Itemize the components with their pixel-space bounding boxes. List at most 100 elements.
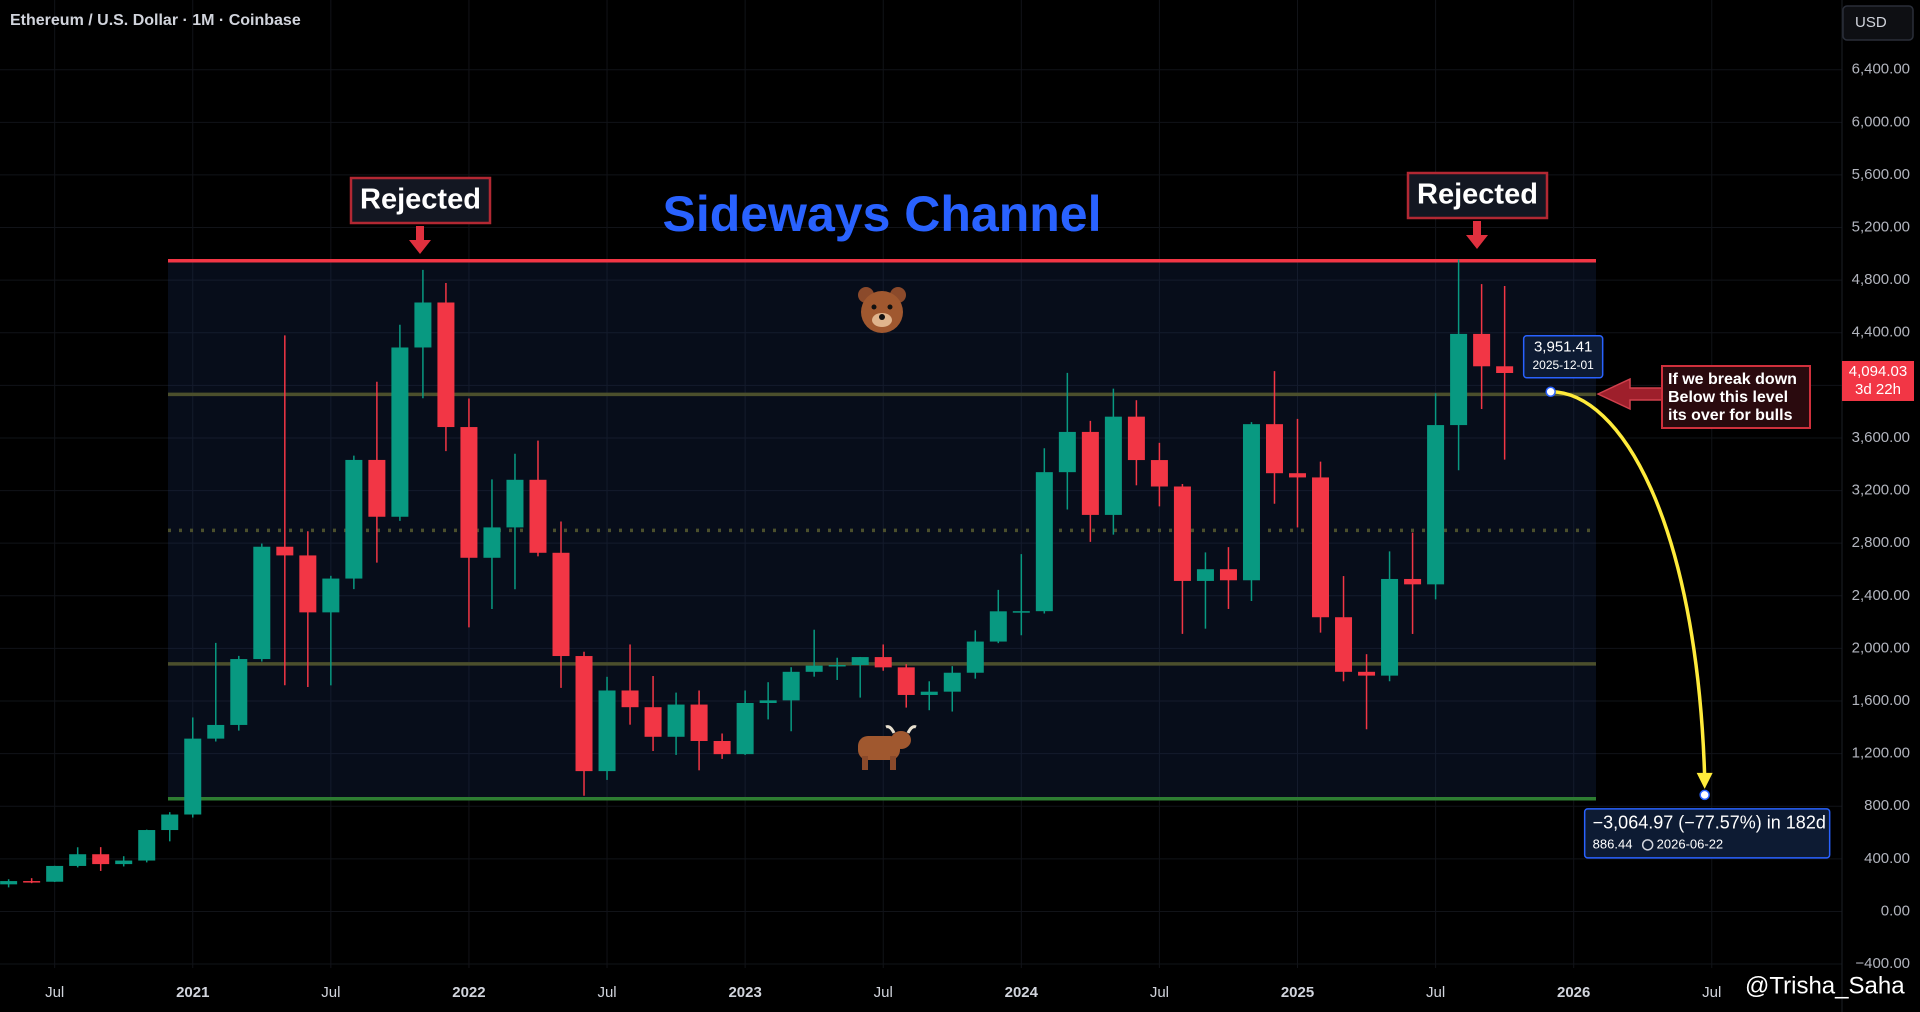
end-price: 886.44	[1593, 836, 1633, 851]
candle-body	[736, 702, 754, 755]
candle-body	[621, 690, 639, 708]
y-tick-label: 4,400.00	[1852, 324, 1910, 341]
candle-body	[391, 347, 409, 517]
candle-body	[322, 578, 340, 613]
y-tick-label: 3,200.00	[1852, 482, 1910, 499]
candle-body	[460, 427, 478, 558]
price-axis-bg	[1842, 0, 1920, 1012]
rejected-arrow	[1466, 221, 1488, 249]
rejected-label: Rejected	[360, 184, 481, 216]
note-line: If we break down	[1668, 371, 1797, 388]
candle-body	[690, 704, 708, 741]
x-tick-label: Jul	[874, 984, 893, 1001]
y-tick-label: −400.00	[1855, 955, 1910, 972]
candle-body	[1196, 569, 1214, 581]
projection-end	[1699, 789, 1710, 801]
end-date: 2026-06-22	[1657, 836, 1724, 851]
candle-body	[253, 546, 271, 660]
y-tick-label: 400.00	[1864, 850, 1910, 867]
candle-body	[1496, 366, 1514, 373]
candle-body	[667, 704, 685, 737]
candle-body	[713, 740, 731, 755]
candle-body	[529, 479, 547, 553]
candle-body	[161, 814, 179, 831]
candle-body	[92, 854, 110, 865]
x-tick-label: 2023	[728, 984, 761, 1001]
candle-body	[115, 860, 133, 865]
candle-body	[368, 459, 386, 517]
candle-body	[1127, 416, 1145, 461]
y-tick-label: 4,800.00	[1852, 271, 1910, 288]
measure-label: −3,064.97 (−77.57%) in 182d	[1593, 813, 1826, 833]
candle-body	[138, 830, 156, 861]
time-axis-bg	[0, 968, 1842, 1012]
candle-body	[1381, 578, 1399, 676]
candle-body	[1150, 460, 1168, 487]
annotation-title: Sideways Channel	[662, 186, 1101, 242]
candle-body	[575, 656, 593, 772]
projection-arrowhead	[1696, 772, 1713, 789]
candle-body	[1219, 569, 1237, 581]
candle-body	[1427, 425, 1445, 585]
candle-body	[437, 302, 455, 428]
currency-label[interactable]: USD	[1855, 14, 1887, 31]
x-tick-label: Jul	[1150, 984, 1169, 1001]
candle-body	[1312, 477, 1330, 618]
candle-body	[23, 881, 41, 883]
candle-body	[874, 657, 892, 668]
candle-body	[1104, 416, 1122, 515]
candle-body	[345, 459, 363, 579]
candle-body	[1058, 431, 1076, 473]
candle-body	[207, 724, 225, 739]
candle-body	[1335, 617, 1353, 672]
candle-body	[1035, 472, 1053, 612]
projection-start	[1545, 386, 1556, 397]
x-tick-label: 2022	[452, 984, 485, 1001]
measure-box	[1583, 808, 1831, 859]
projection-curve	[1550, 389, 1707, 777]
y-tick-label: 6,400.00	[1852, 61, 1910, 78]
candle-body	[1173, 486, 1191, 581]
channel-box	[168, 260, 1596, 799]
candle-body	[299, 555, 317, 613]
candle-body	[483, 527, 501, 558]
note-line: its over for bulls	[1668, 407, 1793, 424]
candle-body	[69, 854, 87, 866]
annotations: Sideways Channel Rejected Rejected If we br…	[349, 171, 1831, 1000]
candle-body	[897, 667, 915, 695]
candle-body	[1289, 473, 1307, 478]
candle-body	[782, 671, 800, 701]
note-box	[1661, 365, 1811, 429]
y-tick-label: 2,800.00	[1852, 534, 1910, 551]
chart-title: Ethereum / U.S. Dollar · 1M · Coinbase	[10, 12, 301, 29]
candle-body	[0, 881, 18, 885]
candle-body	[989, 611, 1007, 642]
watermark: @Trisha_Saha	[1745, 972, 1905, 999]
candle-body	[1012, 611, 1030, 613]
candle-body	[1081, 431, 1099, 515]
y-tick-label: 1,200.00	[1852, 745, 1910, 762]
bull-icon	[858, 725, 917, 770]
countdown: 3d 22h	[1855, 381, 1901, 398]
start-date: 2025-12-01	[1532, 358, 1594, 372]
x-tick-label: Jul	[321, 984, 340, 1001]
y-tick-label: 6,000.00	[1852, 113, 1910, 130]
rejected-box	[349, 176, 492, 225]
candle-body	[1265, 424, 1283, 474]
x-tick-label: 2021	[176, 984, 209, 1001]
candle-body	[1404, 578, 1422, 585]
candle-body	[1242, 424, 1260, 581]
y-tick-label: 2,000.00	[1852, 639, 1910, 656]
x-tick-label: Jul	[1426, 984, 1445, 1001]
x-tick-label: Jul	[1702, 984, 1721, 1001]
candle-body	[644, 707, 662, 737]
rejected-arrow	[409, 226, 431, 254]
bear-icon	[858, 287, 906, 333]
candle-body	[598, 690, 616, 772]
currency-button[interactable]	[1842, 5, 1914, 41]
note-line: Below this level	[1668, 389, 1788, 406]
rejected-label: Rejected	[1417, 179, 1538, 211]
candle-body	[851, 657, 869, 665]
